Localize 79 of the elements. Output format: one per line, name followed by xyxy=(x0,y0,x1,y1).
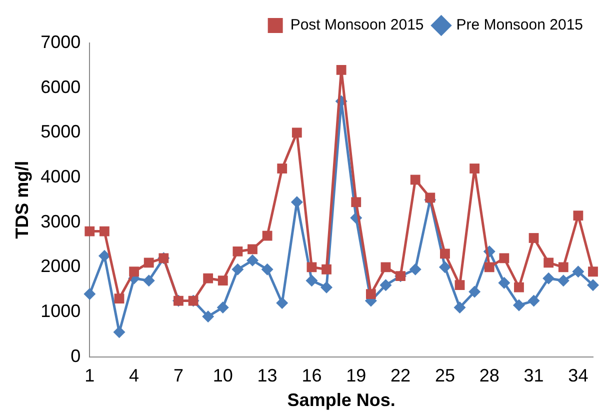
point xyxy=(498,276,510,289)
x-tick-label: 25 xyxy=(434,366,455,386)
y-tick-label: 3000 xyxy=(40,211,81,232)
point xyxy=(542,272,555,284)
y-tick-label: 6000 xyxy=(40,76,81,97)
x-tick-label: 31 xyxy=(524,366,544,386)
point xyxy=(144,258,154,268)
point xyxy=(572,266,584,278)
x-tick-label: 7 xyxy=(173,366,184,386)
point xyxy=(277,164,288,174)
y-tick-label: 4000 xyxy=(40,166,81,186)
point xyxy=(438,261,451,274)
point xyxy=(276,297,288,310)
point xyxy=(468,286,481,298)
legend-label: Pre Monsoon 2015 xyxy=(456,16,584,34)
x-tick-label: 10 xyxy=(212,366,233,386)
point xyxy=(248,244,258,254)
point xyxy=(336,64,346,75)
point xyxy=(351,197,362,208)
point xyxy=(292,128,302,138)
point xyxy=(232,263,244,276)
point xyxy=(557,274,570,287)
point xyxy=(306,262,317,272)
point xyxy=(113,326,126,338)
point xyxy=(380,279,392,292)
point xyxy=(454,301,466,314)
point xyxy=(484,262,494,272)
point xyxy=(129,266,140,277)
legend-label: Post Monsoon 2015 xyxy=(290,16,424,34)
point xyxy=(84,288,96,300)
point xyxy=(514,282,524,292)
point xyxy=(470,164,480,174)
point xyxy=(558,262,568,272)
y-tick-label: 0 xyxy=(70,346,81,366)
point xyxy=(366,289,376,299)
x-axis-title: Sample Nos. xyxy=(287,390,396,410)
point xyxy=(114,294,124,304)
point xyxy=(142,274,155,287)
point xyxy=(499,253,510,264)
point xyxy=(203,273,214,284)
point xyxy=(100,226,110,236)
point xyxy=(322,264,332,274)
point xyxy=(202,310,214,322)
point xyxy=(528,294,540,307)
x-tick-label: 1 xyxy=(84,366,95,386)
point xyxy=(306,274,318,287)
point xyxy=(84,226,95,236)
x-tick-label: 13 xyxy=(257,366,278,386)
point xyxy=(320,281,333,294)
x-tick-label: 19 xyxy=(346,366,366,386)
point xyxy=(409,263,422,276)
y-tick-label: 5000 xyxy=(40,122,81,142)
point xyxy=(512,299,525,312)
point xyxy=(218,276,228,286)
point xyxy=(410,174,420,185)
point xyxy=(454,280,465,290)
y-tick-label: 1000 xyxy=(40,300,81,321)
point xyxy=(98,250,110,262)
point xyxy=(425,192,436,203)
x-tick-label: 34 xyxy=(568,366,588,386)
point xyxy=(380,262,391,272)
x-tick-label: 4 xyxy=(129,366,140,386)
point xyxy=(232,246,243,256)
point xyxy=(544,258,554,268)
x-tick-label: 22 xyxy=(390,366,411,386)
point xyxy=(528,233,539,243)
point xyxy=(216,301,229,314)
point xyxy=(246,254,258,266)
x-tick-label: 28 xyxy=(479,366,500,386)
x-tick-label: 16 xyxy=(302,366,322,386)
point xyxy=(573,210,584,221)
point xyxy=(588,266,598,277)
point xyxy=(587,279,599,292)
y-tick-label: 7000 xyxy=(40,32,81,52)
y-axis-title: TDS mg/l xyxy=(12,160,32,239)
point xyxy=(440,248,450,259)
y-tick-label: 2000 xyxy=(40,256,81,276)
point xyxy=(262,230,272,241)
point xyxy=(261,263,274,276)
